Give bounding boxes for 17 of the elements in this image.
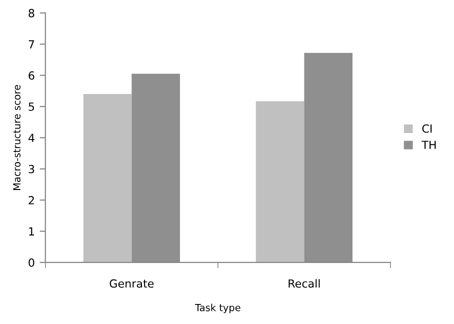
y-tick-label: 0 [28,258,34,267]
legend-label: TH [422,140,436,149]
bar [256,101,304,262]
y-tick-label: 5 [28,102,34,111]
y-tick-label: 6 [28,71,34,80]
bar [83,94,132,262]
y-axis-title: Macro-structure score [13,85,20,190]
y-tick-label: 4 [28,134,34,142]
y-tick-label: 1 [29,227,34,236]
y-tick-label: 7 [28,40,34,48]
y-tick-label: 2 [28,196,34,204]
x-tick-label: Recall [288,279,320,288]
y-tick-label: 8 [28,8,34,18]
legend-label: CI [422,124,432,133]
y-tick-label: 3 [28,164,34,174]
x-tick-label: Genrate [110,279,154,288]
x-axis-title: Task type [194,304,240,314]
